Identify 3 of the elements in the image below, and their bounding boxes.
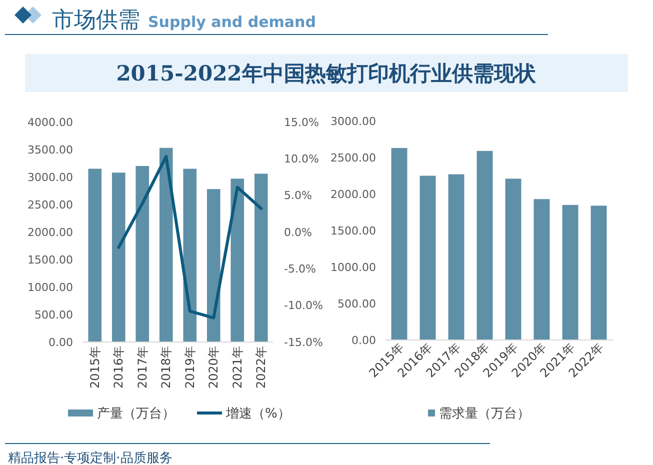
bar [590,206,607,340]
bar [534,199,550,340]
bar [562,204,578,340]
